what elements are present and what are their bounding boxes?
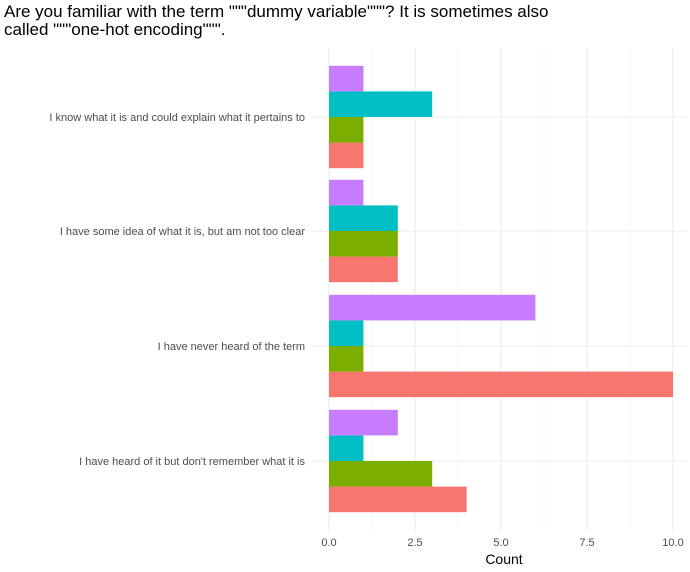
x-tick-label: 7.5: [579, 537, 594, 549]
bar: [329, 294, 536, 321]
x-axis-ticks: 0.0 2.5 5.0 7.5 10.0: [321, 537, 683, 549]
bars: [329, 65, 673, 513]
bar: [329, 486, 467, 513]
category-label: I have some idea of what it is, but am n…: [60, 226, 306, 238]
bar: [329, 91, 433, 117]
bar: [329, 231, 398, 257]
chart-title: Are you familiar with the term """dummy …: [4, 2, 549, 39]
x-tick-label: 10.0: [662, 537, 683, 549]
category-label: I know what it is and could explain what…: [49, 112, 305, 124]
x-tick-label: 2.5: [407, 537, 422, 549]
bar: [329, 409, 398, 436]
bar: [329, 435, 364, 461]
bar: [329, 142, 364, 169]
bar: [329, 461, 433, 487]
category-labels: I know what it is and could explain what…: [49, 112, 305, 468]
bar: [329, 346, 364, 372]
x-tick-label: 5.0: [493, 537, 508, 549]
x-axis-title: Count: [485, 551, 522, 567]
bar: [329, 371, 673, 398]
bar: [329, 179, 364, 206]
grid-lines: [312, 48, 688, 530]
bar: [329, 205, 398, 231]
bar: [329, 256, 398, 283]
category-label: I have never heard of the term: [158, 341, 305, 353]
bar: [329, 320, 364, 346]
category-label: I have heard of it but don't remember wh…: [79, 456, 305, 468]
bar: [329, 117, 364, 143]
x-tick-label: 0.0: [321, 537, 336, 549]
bar: [329, 65, 364, 92]
